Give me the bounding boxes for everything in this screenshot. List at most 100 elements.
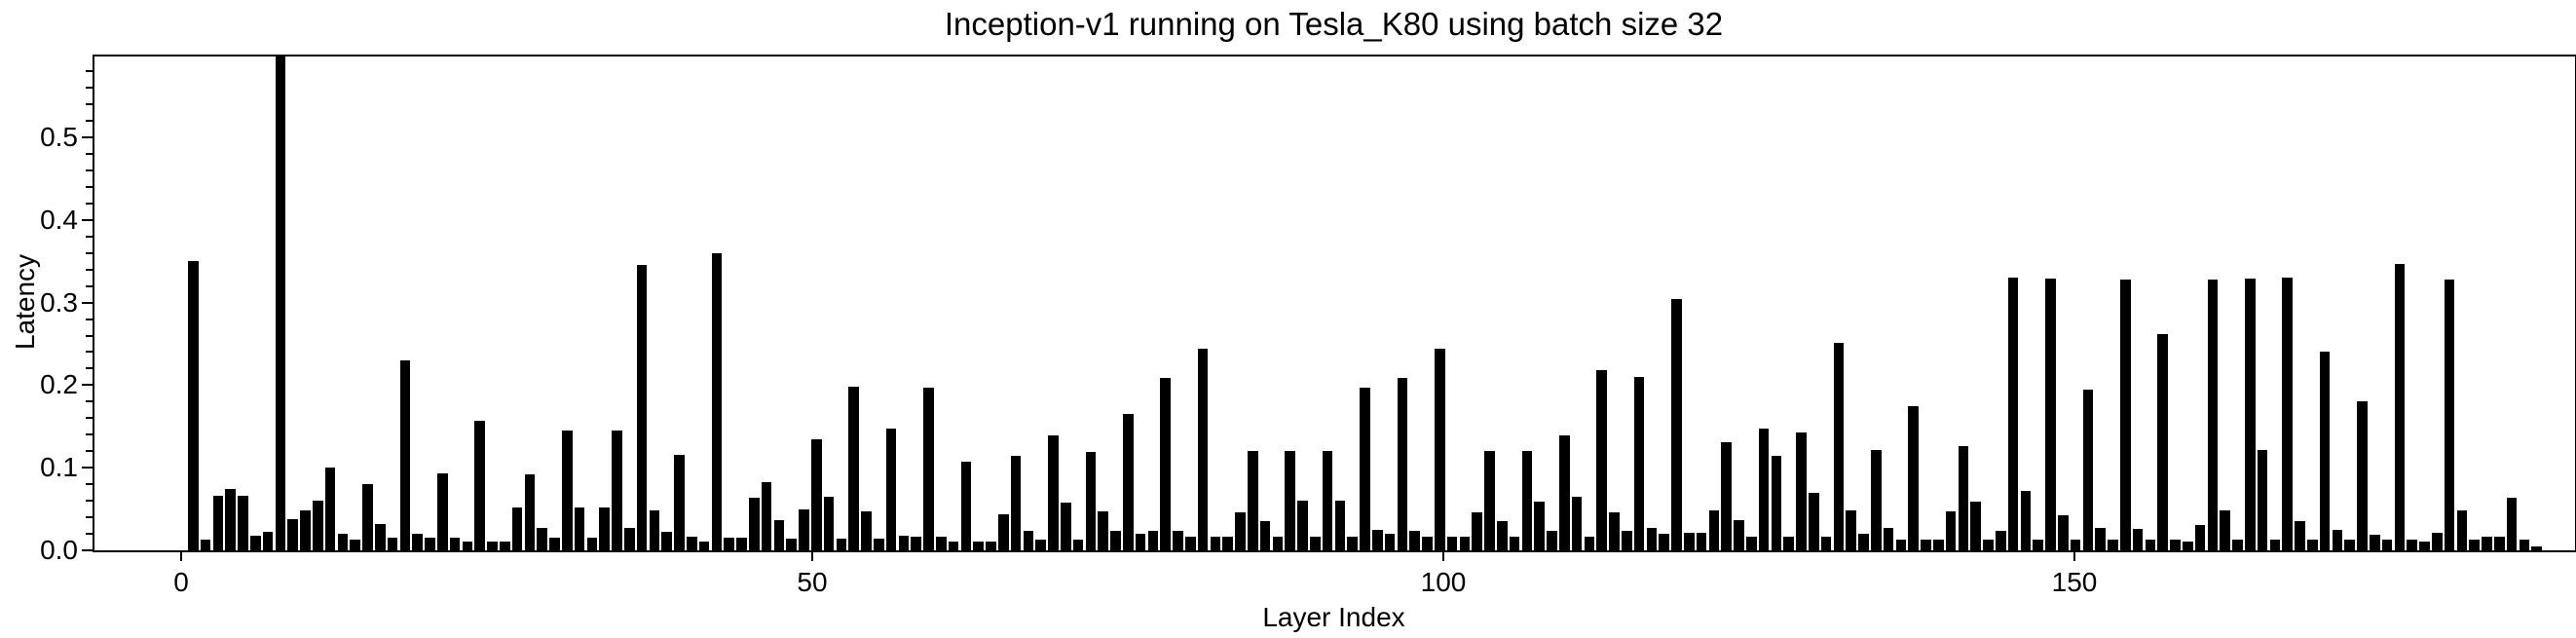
bar bbox=[2394, 264, 2406, 550]
bar bbox=[998, 514, 1009, 550]
y-minor-tick bbox=[86, 351, 93, 354]
x-tick bbox=[811, 552, 813, 561]
x-axis-title: Layer Index bbox=[1262, 602, 1405, 632]
y-tick-label: 0.2 bbox=[40, 369, 78, 400]
y-minor-tick bbox=[86, 500, 93, 503]
y-minor-tick bbox=[86, 70, 93, 73]
bar bbox=[1820, 537, 1832, 550]
bar bbox=[1035, 540, 1046, 550]
bar bbox=[2295, 521, 2305, 550]
bar bbox=[811, 439, 822, 550]
bar bbox=[188, 261, 199, 550]
bar bbox=[487, 542, 498, 550]
bar bbox=[1809, 493, 1819, 550]
bar bbox=[861, 511, 872, 550]
x-tick bbox=[180, 552, 182, 561]
bar bbox=[2194, 525, 2206, 550]
bar bbox=[1921, 540, 1931, 550]
bar bbox=[1633, 377, 1645, 550]
bar bbox=[2432, 533, 2443, 550]
bar bbox=[1061, 503, 1071, 550]
bar bbox=[1933, 540, 1944, 550]
bar bbox=[574, 507, 585, 550]
bar bbox=[2082, 390, 2094, 550]
bar bbox=[337, 534, 349, 550]
bar bbox=[212, 496, 224, 550]
bar bbox=[636, 265, 648, 550]
bar bbox=[1509, 537, 1520, 550]
bar bbox=[2282, 278, 2293, 550]
bar bbox=[1584, 537, 1595, 550]
bar bbox=[2370, 535, 2380, 550]
bar bbox=[1783, 537, 1794, 550]
x-tick-label: 150 bbox=[2051, 567, 2098, 597]
bar bbox=[661, 532, 672, 550]
bar bbox=[911, 537, 921, 550]
y-tick-label: 0.4 bbox=[40, 204, 78, 235]
bar bbox=[1210, 537, 1221, 550]
bar bbox=[2269, 540, 2281, 550]
bar bbox=[1596, 370, 1607, 550]
bar bbox=[1684, 533, 1695, 550]
y-tick bbox=[82, 136, 93, 138]
bar bbox=[511, 507, 523, 550]
bar bbox=[2357, 401, 2368, 550]
y-minor-tick bbox=[86, 251, 93, 254]
bar bbox=[1160, 378, 1171, 550]
bar bbox=[549, 538, 560, 550]
bar bbox=[724, 538, 734, 550]
bar bbox=[1147, 531, 1159, 550]
bar bbox=[2531, 546, 2542, 550]
y-minor-tick bbox=[86, 202, 93, 205]
x-tick-label: 0 bbox=[173, 567, 189, 597]
bar bbox=[1721, 442, 1732, 550]
y-minor-tick bbox=[86, 169, 93, 171]
y-minor-tick bbox=[86, 185, 93, 188]
bar bbox=[1796, 432, 1807, 550]
bar bbox=[1459, 537, 1471, 550]
bar bbox=[960, 462, 972, 550]
bar bbox=[238, 496, 248, 550]
bar bbox=[1708, 510, 1720, 550]
y-minor-tick bbox=[86, 483, 93, 486]
bar bbox=[823, 497, 835, 550]
bar bbox=[698, 542, 710, 550]
bar bbox=[1334, 501, 1346, 550]
bar bbox=[2157, 334, 2168, 550]
bar bbox=[1472, 512, 1482, 550]
bar bbox=[749, 498, 760, 550]
y-minor-tick bbox=[86, 400, 93, 403]
y-tick bbox=[82, 467, 93, 469]
bar bbox=[1858, 534, 1869, 550]
bar bbox=[773, 520, 785, 550]
bar bbox=[885, 429, 897, 550]
bar bbox=[437, 473, 448, 550]
bar bbox=[2506, 498, 2518, 550]
bar bbox=[1322, 451, 1333, 550]
y-tick bbox=[82, 301, 93, 304]
y-tick-label: 0.1 bbox=[40, 452, 78, 483]
y-tick-label: 0.3 bbox=[40, 286, 78, 318]
bar bbox=[1871, 450, 1882, 550]
bar bbox=[324, 468, 336, 550]
bar bbox=[1547, 531, 1557, 550]
bar bbox=[2257, 450, 2268, 550]
bar bbox=[1996, 531, 2006, 550]
bar bbox=[874, 539, 884, 550]
bar bbox=[2469, 540, 2480, 550]
bar bbox=[1372, 530, 1383, 550]
bar bbox=[1534, 502, 1545, 550]
bar bbox=[2183, 542, 2193, 550]
bar bbox=[2058, 515, 2069, 550]
bar bbox=[1048, 435, 1059, 550]
bar bbox=[736, 538, 747, 550]
bar bbox=[1272, 537, 1284, 550]
bar bbox=[2170, 540, 2181, 550]
x-tick-label: 100 bbox=[1420, 567, 1467, 597]
bar bbox=[786, 539, 797, 550]
bar bbox=[624, 528, 635, 550]
bar bbox=[1945, 511, 1957, 550]
y-minor-tick bbox=[86, 268, 93, 271]
bar bbox=[387, 538, 398, 550]
